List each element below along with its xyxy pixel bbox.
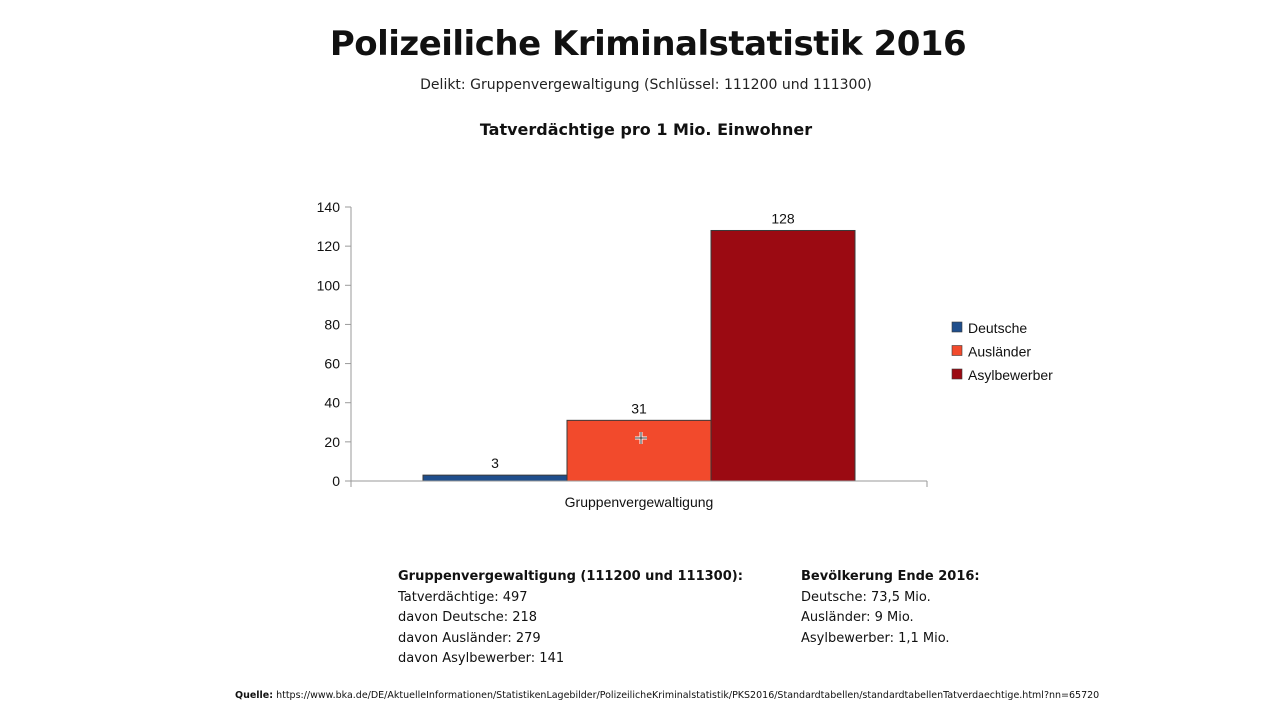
- y-tick-label: 20: [324, 434, 340, 450]
- population-germans: Deutsche: 73,5 Mio.: [801, 589, 931, 605]
- source-url[interactable]: https://www.bka.de/DE/AktuelleInformatio…: [276, 690, 1100, 701]
- suspects-foreigners: davon Ausländer: 279: [398, 630, 541, 646]
- legend-swatch: [951, 368, 963, 380]
- suspects-summary-heading: Gruppenvergewaltigung (111200 und 111300…: [398, 569, 743, 584]
- page-subtitle: Delikt: Gruppenvergewaltigung (Schlüssel…: [420, 77, 872, 93]
- x-category-label: Gruppenvergewaltigung: [565, 494, 714, 510]
- y-tick-label: 100: [317, 277, 341, 293]
- bar-asylbewerber: [710, 229, 856, 482]
- x-axis: Gruppenvergewaltigung: [350, 480, 928, 510]
- population-foreigners: Ausländer: 9 Mio.: [801, 610, 914, 625]
- legend-label: Ausländer: [968, 344, 1031, 360]
- source-citation: Quelle: https://www.bka.de/DE/AktuelleIn…: [235, 690, 1099, 701]
- legend-label: Deutsche: [968, 320, 1027, 336]
- y-tick-label: 140: [317, 199, 341, 215]
- bar-deutsche: [422, 474, 568, 482]
- population-asylum-seekers: Asylbewerber: 1,1 Mio.: [801, 630, 950, 646]
- bar-ausländer: [566, 419, 712, 482]
- legend-label: Asylbewerber: [968, 367, 1053, 383]
- y-tick-label: 40: [324, 395, 340, 411]
- bar-value-label: 31: [631, 400, 647, 416]
- legend: Deutsche Ausländer Asylbewerber: [951, 320, 1053, 383]
- y-tick-label: 120: [317, 238, 341, 254]
- bars: 3 31 128: [422, 210, 856, 482]
- source-label: Quelle:: [235, 690, 274, 701]
- population-summary-heading: Bevölkerung Ende 2016:: [801, 569, 980, 584]
- suspects-asylum-seekers: davon Asylbewerber: 141: [398, 651, 565, 666]
- population-summary: Bevölkerung Ende 2016: Deutsche: 73,5 Mi…: [801, 567, 980, 649]
- bar-value-label: 128: [771, 210, 795, 226]
- legend-swatch: [951, 321, 963, 333]
- y-tick-label: 80: [324, 316, 340, 332]
- y-tick-label: 60: [324, 356, 340, 372]
- suspects-germans: davon Deutsche: 218: [398, 610, 538, 625]
- bar-value-label: 3: [491, 455, 499, 471]
- legend-swatch: [951, 345, 963, 356]
- suspects-summary: Gruppenvergewaltigung (111200 und 111300…: [398, 567, 743, 670]
- page-title: Polizeiliche Kriminalstatistik 2016: [329, 24, 967, 64]
- crosshair-cursor-icon: [635, 432, 647, 444]
- y-axis: 0 20 40 60 80 100 120 140: [317, 199, 352, 489]
- y-tick-label: 0: [332, 473, 340, 489]
- suspects-total: Tatverdächtige: 497: [398, 589, 528, 605]
- chart-title: Tatverdächtige pro 1 Mio. Einwohner: [479, 120, 813, 139]
